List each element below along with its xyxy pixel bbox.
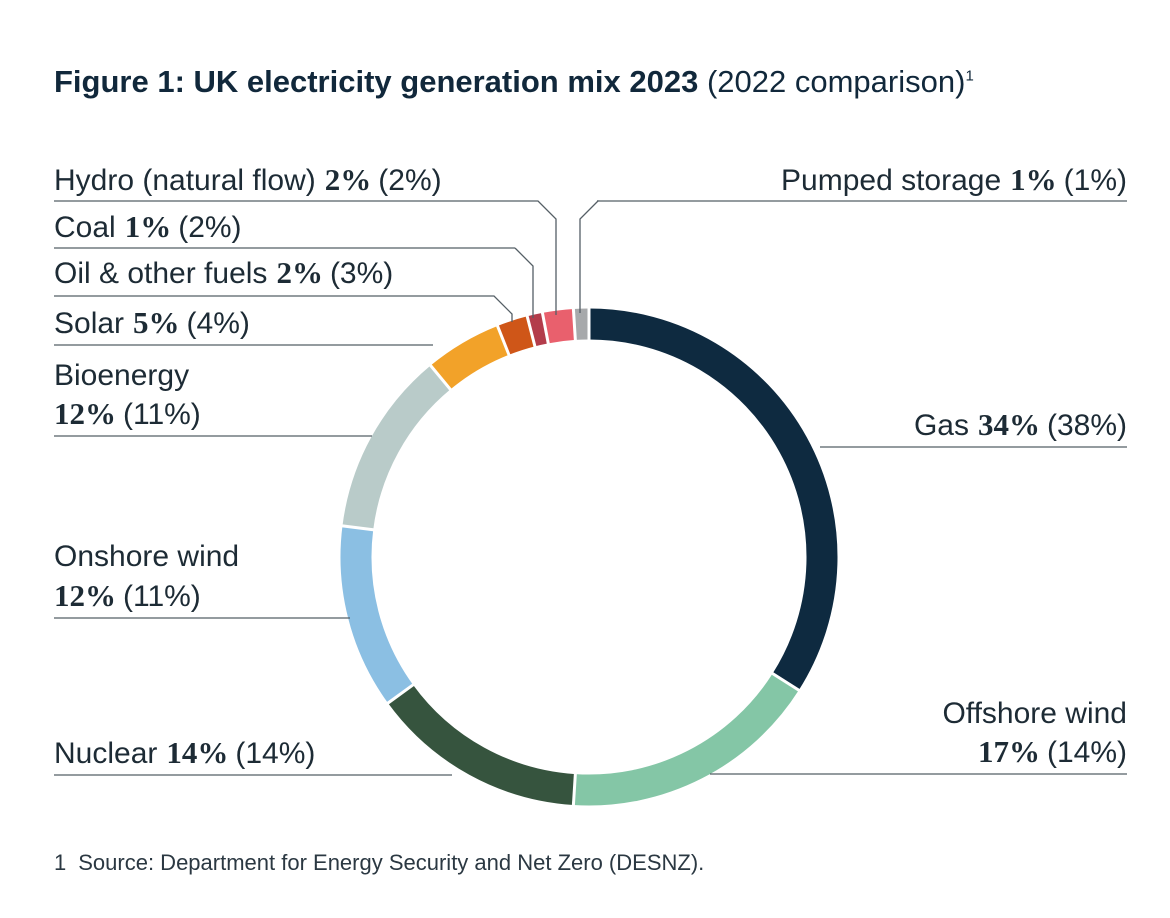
- label-bioenergy: Bioenergy: [54, 359, 189, 392]
- chart-title: Figure 1: UK electricity generation mix …: [54, 64, 974, 100]
- label-comparison-oil-other-fuels: (3%): [330, 257, 393, 290]
- donut-slices: [340, 306, 838, 808]
- chart-title-main: Figure 1: UK electricity generation mix …: [54, 64, 699, 99]
- label-value-bioenergy: 12%: [54, 396, 116, 431]
- slice-gas: [588, 308, 838, 691]
- slice-nuclear: [387, 684, 576, 806]
- slice-bioenergy: [342, 365, 451, 530]
- label-value-hydro-natural-flow: 2%: [325, 162, 372, 197]
- label-gas: Gas 34% (38%): [914, 407, 1127, 442]
- label-name-gas: Gas: [914, 409, 969, 442]
- label-pumped-storage: Pumped storage 1% (1%): [781, 162, 1127, 197]
- label-comparison-coal: (2%): [178, 211, 241, 244]
- label-name-bioenergy: Bioenergy: [54, 359, 189, 392]
- label-comparison-offshore-wind: (14%): [1047, 736, 1127, 769]
- label-comparison-nuclear: (14%): [235, 737, 315, 770]
- label-value-solar: 5%: [133, 305, 180, 340]
- slice-offshore-wind: [573, 673, 799, 806]
- label-coal: Coal 1% (2%): [54, 209, 242, 244]
- slice-onshore-wind: [340, 525, 414, 704]
- label-name-offshore-wind: Offshore wind: [942, 697, 1127, 730]
- leader-bend-coal: [514, 247, 534, 318]
- label-comparison-bioenergy: (11%): [123, 398, 201, 431]
- slice-separator: [495, 323, 512, 358]
- label-value-oil-other-fuels: 2%: [276, 255, 323, 290]
- slice-separator: [340, 524, 376, 532]
- label-value-pumped-storage: 1%: [1010, 162, 1057, 197]
- label-hydro-natural-flow: Hydro (natural flow) 2% (2%): [54, 162, 442, 197]
- footnote: 1 Source: Department for Energy Security …: [54, 850, 704, 876]
- label-name-solar: Solar: [54, 307, 124, 340]
- slice-separator: [571, 306, 577, 343]
- label-name-pumped-storage: Pumped storage: [781, 164, 1001, 197]
- label-comparison-onshore-wind: (11%): [123, 580, 201, 613]
- slice-hydro-natural-flow: [542, 308, 576, 344]
- slice-coal: [527, 312, 549, 347]
- leader-lines: [54, 200, 1127, 776]
- label-name-coal: Coal: [54, 211, 116, 244]
- label-name-hydro-natural-flow: Hydro (natural flow): [54, 164, 316, 197]
- slice-separator: [770, 671, 802, 693]
- label-comparison-hydro-natural-flow: (2%): [378, 164, 441, 197]
- label-value-coal: 1%: [125, 209, 172, 244]
- label-value-gas: 34%: [978, 407, 1040, 442]
- footnote-text: Source: Department for Energy Security a…: [78, 850, 705, 875]
- footnote-number: 1: [54, 850, 67, 875]
- label-name-oil-other-fuels: Oil & other fuels: [54, 257, 267, 290]
- leader-bend-pumped-storage: [579, 200, 600, 313]
- label-value-onshore-wind: 12%: [54, 578, 116, 613]
- label-offshore-wind: Offshore wind: [942, 697, 1127, 730]
- label-bioenergy: 12% (11%): [54, 396, 201, 431]
- slice-separator: [571, 771, 577, 808]
- label-name-onshore-wind: Onshore wind: [54, 540, 239, 573]
- label-nuclear: Nuclear 14% (14%): [54, 735, 315, 770]
- slice-solar: [430, 325, 510, 390]
- label-comparison-gas: (38%): [1047, 409, 1127, 442]
- label-value-nuclear: 14%: [166, 735, 228, 770]
- label-onshore-wind: Onshore wind: [54, 540, 239, 573]
- label-solar: Solar 5% (4%): [54, 305, 250, 340]
- leader-bend-hydro-natural-flow: [537, 200, 557, 315]
- chart-title-comparison: (2022 comparison): [706, 64, 966, 99]
- label-comparison-pumped-storage: (1%): [1064, 164, 1127, 197]
- footnote-marker: 1: [965, 67, 974, 85]
- slice-separator: [525, 313, 537, 349]
- label-oil-other-fuels: Oil & other fuels 2% (3%): [54, 255, 393, 290]
- label-onshore-wind: 12% (11%): [54, 578, 201, 613]
- slice-separator: [428, 363, 453, 392]
- slice-separator: [385, 682, 416, 706]
- label-comparison-solar: (4%): [187, 307, 250, 340]
- leader-bend-oil-other-fuels: [485, 295, 513, 322]
- label-name-nuclear: Nuclear: [54, 737, 157, 770]
- slice-separator: [540, 310, 551, 346]
- label-value-offshore-wind: 17%: [978, 734, 1040, 769]
- slice-oil-other-fuels: [497, 316, 536, 355]
- label-offshore-wind: 17% (14%): [978, 734, 1127, 769]
